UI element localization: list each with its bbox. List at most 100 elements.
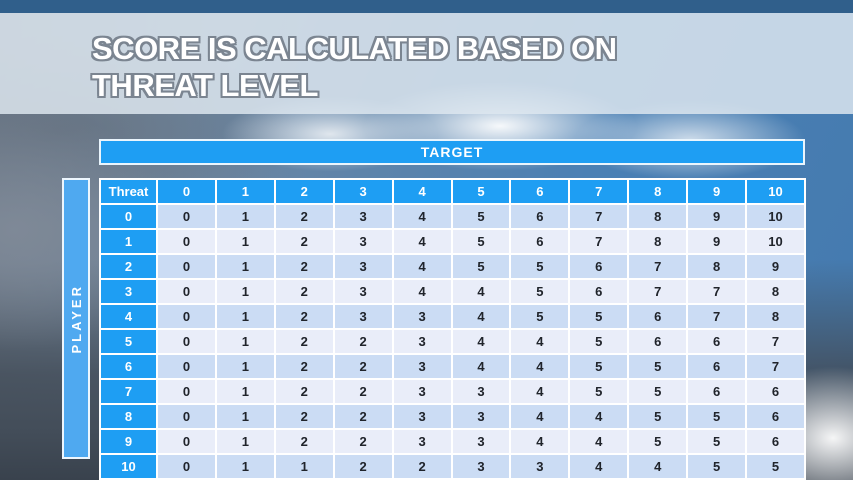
score-cell: 3 (332, 228, 394, 255)
score-cell: 2 (273, 378, 335, 405)
score-cell: 4 (450, 328, 512, 355)
col-header-cell: 7 (568, 178, 630, 205)
score-cell: 7 (686, 278, 748, 305)
score-cell: 4 (391, 253, 453, 280)
score-cell: 2 (273, 353, 335, 380)
table-row: 1 0 1 2 3 4 5 6 7 8 9 10 (99, 228, 806, 255)
score-cell: 5 (627, 428, 689, 455)
score-cell: 6 (509, 203, 571, 230)
score-table: Threat 0 1 2 3 4 5 6 7 8 9 10 0 0 1 2 3 4 5 6 7 8 9 10 1 0 1 2 3 4 5 6… (99, 178, 806, 480)
score-cell: 3 (332, 203, 394, 230)
score-cell: 1 (214, 253, 276, 280)
score-cell: 3 (450, 378, 512, 405)
score-cell: 5 (450, 228, 512, 255)
score-cell: 1 (214, 428, 276, 455)
score-cell: 0 (156, 453, 217, 480)
score-cell: 7 (745, 353, 806, 380)
score-cell: 4 (568, 403, 630, 430)
score-cell: 3 (391, 303, 453, 330)
score-cell: 1 (214, 453, 276, 480)
score-cell: 2 (273, 253, 335, 280)
score-cell: 2 (273, 278, 335, 305)
score-cell: 0 (156, 278, 217, 305)
score-cell: 5 (686, 403, 748, 430)
score-cell: 7 (627, 278, 689, 305)
score-cell: 2 (273, 228, 335, 255)
score-cell: 0 (156, 378, 217, 405)
score-cell: 4 (568, 453, 630, 480)
score-cell: 3 (450, 403, 512, 430)
score-cell: 7 (627, 253, 689, 280)
score-cell: 7 (568, 203, 630, 230)
score-cell: 5 (627, 403, 689, 430)
score-cell: 8 (686, 253, 748, 280)
score-cell: 1 (214, 303, 276, 330)
col-header-cell: 10 (745, 178, 806, 205)
score-cell: 5 (745, 453, 806, 480)
score-cell: 6 (568, 278, 630, 305)
row-header-cell: 7 (99, 378, 158, 405)
score-cell: 6 (627, 303, 689, 330)
score-cell: 4 (509, 403, 571, 430)
score-cell: 0 (156, 228, 217, 255)
score-cell: 4 (450, 303, 512, 330)
score-cell: 4 (627, 453, 689, 480)
score-cell: 6 (745, 428, 806, 455)
target-header-bar: TARGET (99, 139, 805, 165)
corner-cell: Threat (99, 178, 158, 205)
score-cell: 5 (450, 203, 512, 230)
title-line: SCORE IS CALCULATED BASED ON (92, 31, 617, 66)
score-cell: 9 (745, 253, 806, 280)
score-cell: 5 (568, 378, 630, 405)
score-cell: 5 (627, 353, 689, 380)
score-cell: 4 (509, 428, 571, 455)
score-cell: 2 (332, 453, 394, 480)
score-cell: 5 (509, 253, 571, 280)
score-cell: 1 (214, 228, 276, 255)
col-header-cell: 2 (273, 178, 335, 205)
score-cell: 2 (332, 328, 394, 355)
score-cell: 2 (273, 203, 335, 230)
score-cell: 3 (450, 428, 512, 455)
player-header-bar: PLAYER (62, 178, 90, 459)
score-cell: 5 (568, 328, 630, 355)
score-cell: 8 (745, 303, 806, 330)
score-cell: 3 (509, 453, 571, 480)
score-cell: 4 (509, 378, 571, 405)
score-cell: 4 (391, 203, 453, 230)
row-header-cell: 3 (99, 278, 158, 305)
score-cell: 1 (214, 403, 276, 430)
score-cell: 5 (627, 378, 689, 405)
score-cell: 5 (450, 253, 512, 280)
score-cell: 6 (745, 403, 806, 430)
target-label: TARGET (420, 144, 484, 160)
score-cell: 0 (156, 203, 217, 230)
title-line: THREAT LEVEL (92, 68, 318, 103)
score-cell: 4 (391, 228, 453, 255)
row-header-cell: 1 (99, 228, 158, 255)
score-cell: 2 (273, 303, 335, 330)
row-header-cell: 6 (99, 353, 158, 380)
score-cell: 3 (332, 303, 394, 330)
col-header-cell: 4 (391, 178, 453, 205)
col-header-cell: 8 (627, 178, 689, 205)
score-cell: 5 (686, 453, 748, 480)
score-cell: 5 (509, 278, 571, 305)
table-row: 0 0 1 2 3 4 5 6 7 8 9 10 (99, 203, 806, 230)
header-row: Threat 0 1 2 3 4 5 6 7 8 9 10 (99, 178, 806, 205)
score-cell: 7 (745, 328, 806, 355)
score-cell: 7 (568, 228, 630, 255)
score-cell: 5 (686, 428, 748, 455)
score-cell: 2 (273, 328, 335, 355)
score-cell: 2 (391, 453, 453, 480)
score-cell: 0 (156, 353, 217, 380)
score-cell: 5 (568, 353, 630, 380)
score-cell: 1 (273, 453, 335, 480)
row-header-cell: 2 (99, 253, 158, 280)
